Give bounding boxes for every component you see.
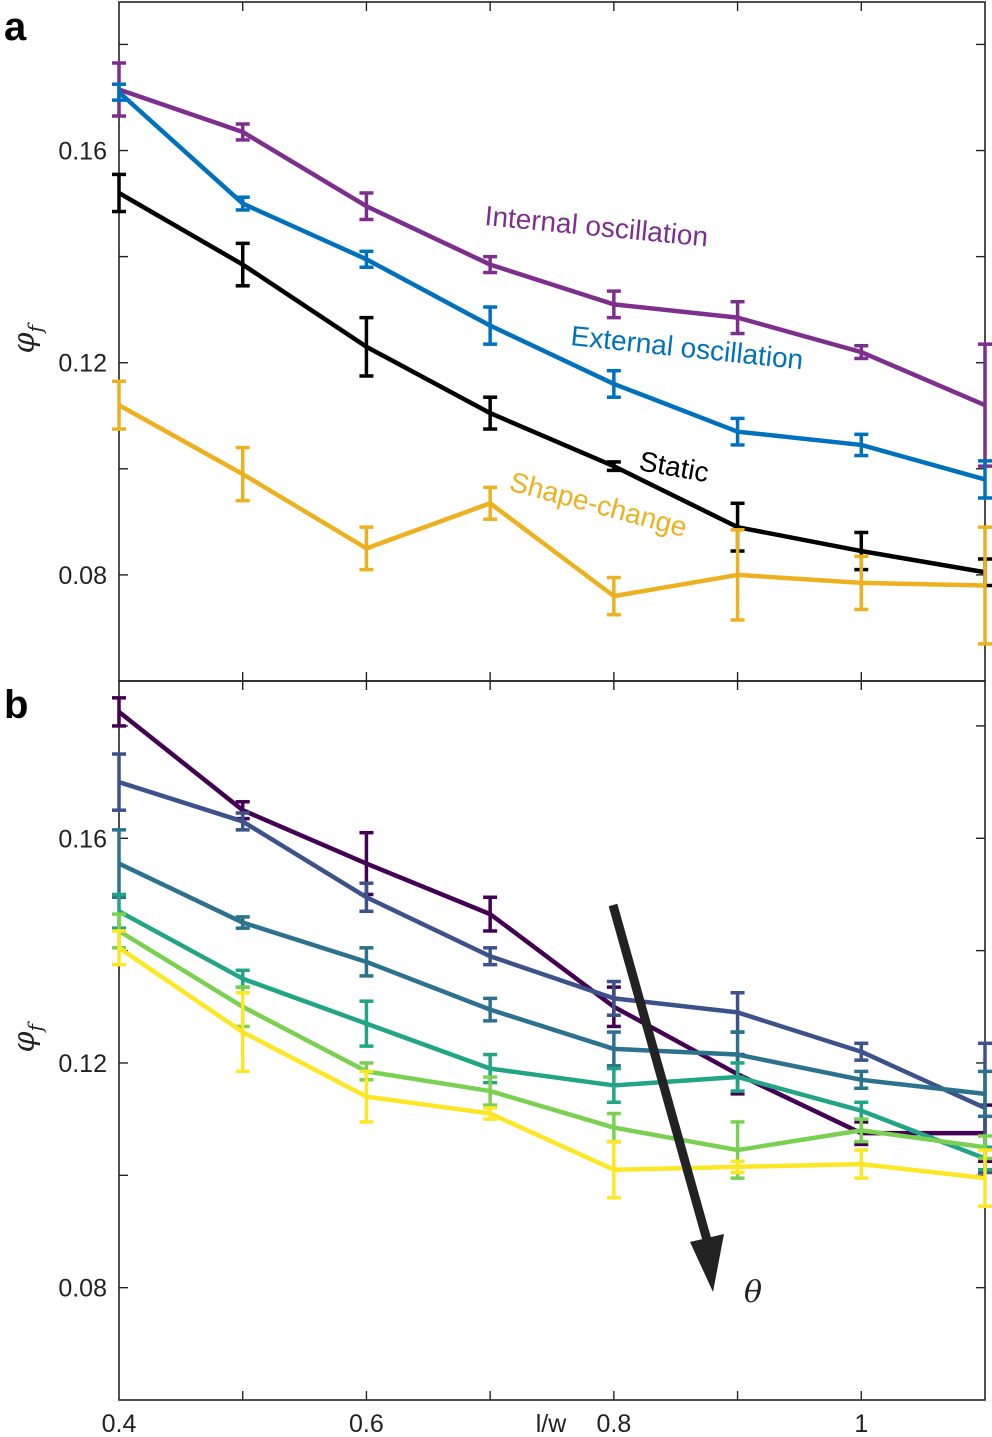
error-bar — [235, 915, 250, 930]
series-3 — [112, 828, 992, 1119]
panel-a-series — [112, 61, 992, 646]
error-bar — [483, 996, 498, 1023]
error-bar — [235, 195, 250, 212]
y-tick-label: 0.12 — [58, 350, 107, 378]
error-bar — [978, 1148, 992, 1208]
series-line — [118, 87, 986, 408]
error-bar — [235, 241, 250, 288]
panel-a-ticks: 0.08 0.12 0.16 — [58, 2, 985, 681]
y-tick-label: 0.16 — [58, 138, 107, 166]
error-bar — [854, 1148, 869, 1180]
error-bar — [483, 485, 498, 521]
x-tick-label: 0.6 — [349, 1410, 384, 1437]
error-bar — [606, 1066, 621, 1105]
error-bar — [359, 315, 374, 378]
error-bar — [978, 1069, 992, 1119]
x-axis-label: l/w — [536, 1410, 568, 1437]
panel-a-letter: a — [4, 5, 27, 49]
error-bar — [483, 395, 498, 431]
error-bar — [606, 979, 621, 1017]
error-bar — [235, 122, 250, 142]
error-bar — [483, 946, 498, 967]
error-bar — [359, 525, 374, 572]
series-line — [117, 945, 986, 1181]
error-bar — [235, 811, 250, 832]
error-bar — [112, 752, 126, 812]
series-line — [118, 779, 986, 1110]
error-bar — [112, 379, 126, 431]
panel-b-series — [112, 696, 992, 1208]
error-bar — [730, 1159, 745, 1175]
error-bar — [483, 254, 498, 275]
y-tick-label: 0.08 — [58, 562, 107, 590]
panel-b-letter: b — [4, 683, 28, 727]
series-6 — [112, 929, 992, 1208]
error-bar — [235, 991, 250, 1074]
y-tick-label: 0.12 — [58, 1050, 107, 1078]
series-line — [117, 929, 986, 1153]
x-tick-label: 0.4 — [102, 1410, 137, 1437]
error-bar — [235, 445, 250, 503]
series-2 — [112, 82, 992, 500]
error-bar — [483, 1075, 498, 1107]
series-4 — [112, 379, 992, 646]
error-bar — [854, 1041, 869, 1062]
error-bar — [112, 172, 126, 214]
theta-arrow — [608, 903, 724, 1292]
error-bar — [978, 459, 992, 500]
error-bar — [854, 432, 869, 458]
theta-label: θ — [744, 1275, 762, 1310]
error-bar — [112, 929, 126, 967]
error-bar — [854, 1117, 869, 1144]
error-bar — [730, 416, 745, 447]
error-bar — [730, 528, 745, 622]
series-line — [117, 403, 986, 599]
error-bar — [359, 946, 374, 978]
error-bar — [606, 1030, 621, 1068]
error-bar — [854, 343, 869, 361]
panel-b: b 0.08 0.12 0.16 0.4 0.6 0.8 1 φf l/w θ — [4, 680, 992, 1437]
error-bar — [483, 895, 498, 933]
panel-a: a 0.080.120.16 φf Internal oscillation E… — [4, 1, 992, 682]
y-tick-label: 0.08 — [58, 1275, 107, 1303]
error-bar — [854, 554, 869, 612]
theta-arrow-shaft — [608, 903, 712, 1242]
series-1 — [112, 61, 992, 468]
x-tick-label: 1 — [854, 1410, 868, 1437]
panel-a-ylabel: φf — [7, 321, 47, 353]
error-bar — [606, 460, 621, 473]
error-bar — [606, 575, 621, 617]
label-internal-oscillation: Internal oscillation — [483, 200, 709, 252]
y-tick-label: 0.16 — [58, 825, 107, 853]
error-bar — [854, 1069, 869, 1090]
error-bar — [359, 1069, 374, 1124]
series-line — [117, 191, 986, 575]
error-bar — [112, 696, 126, 728]
error-bar — [730, 1061, 745, 1093]
panel-b-axes-box — [118, 680, 986, 1401]
series-line — [117, 710, 985, 1136]
error-bar — [606, 289, 621, 320]
panel-a-axes-box — [118, 1, 986, 682]
theta-arrow-head — [690, 1234, 724, 1292]
error-bar — [359, 999, 374, 1048]
series-line — [117, 90, 986, 482]
error-bar — [483, 1106, 498, 1121]
error-bar — [359, 881, 374, 914]
series-line — [118, 861, 986, 1097]
error-bar — [730, 299, 745, 336]
panel-b-ylabel: φf — [7, 1020, 47, 1052]
error-bar — [112, 82, 126, 102]
panel-b-ticks: 0.08 0.12 0.16 0.4 0.6 0.8 1 — [58, 681, 985, 1437]
error-bar — [359, 191, 374, 222]
error-bar — [606, 368, 621, 399]
series-line — [117, 909, 986, 1161]
error-bar — [606, 1139, 621, 1200]
x-tick-label: 0.8 — [596, 1410, 631, 1437]
error-bar — [359, 249, 374, 269]
error-bar — [483, 305, 498, 346]
error-bar — [978, 525, 992, 646]
